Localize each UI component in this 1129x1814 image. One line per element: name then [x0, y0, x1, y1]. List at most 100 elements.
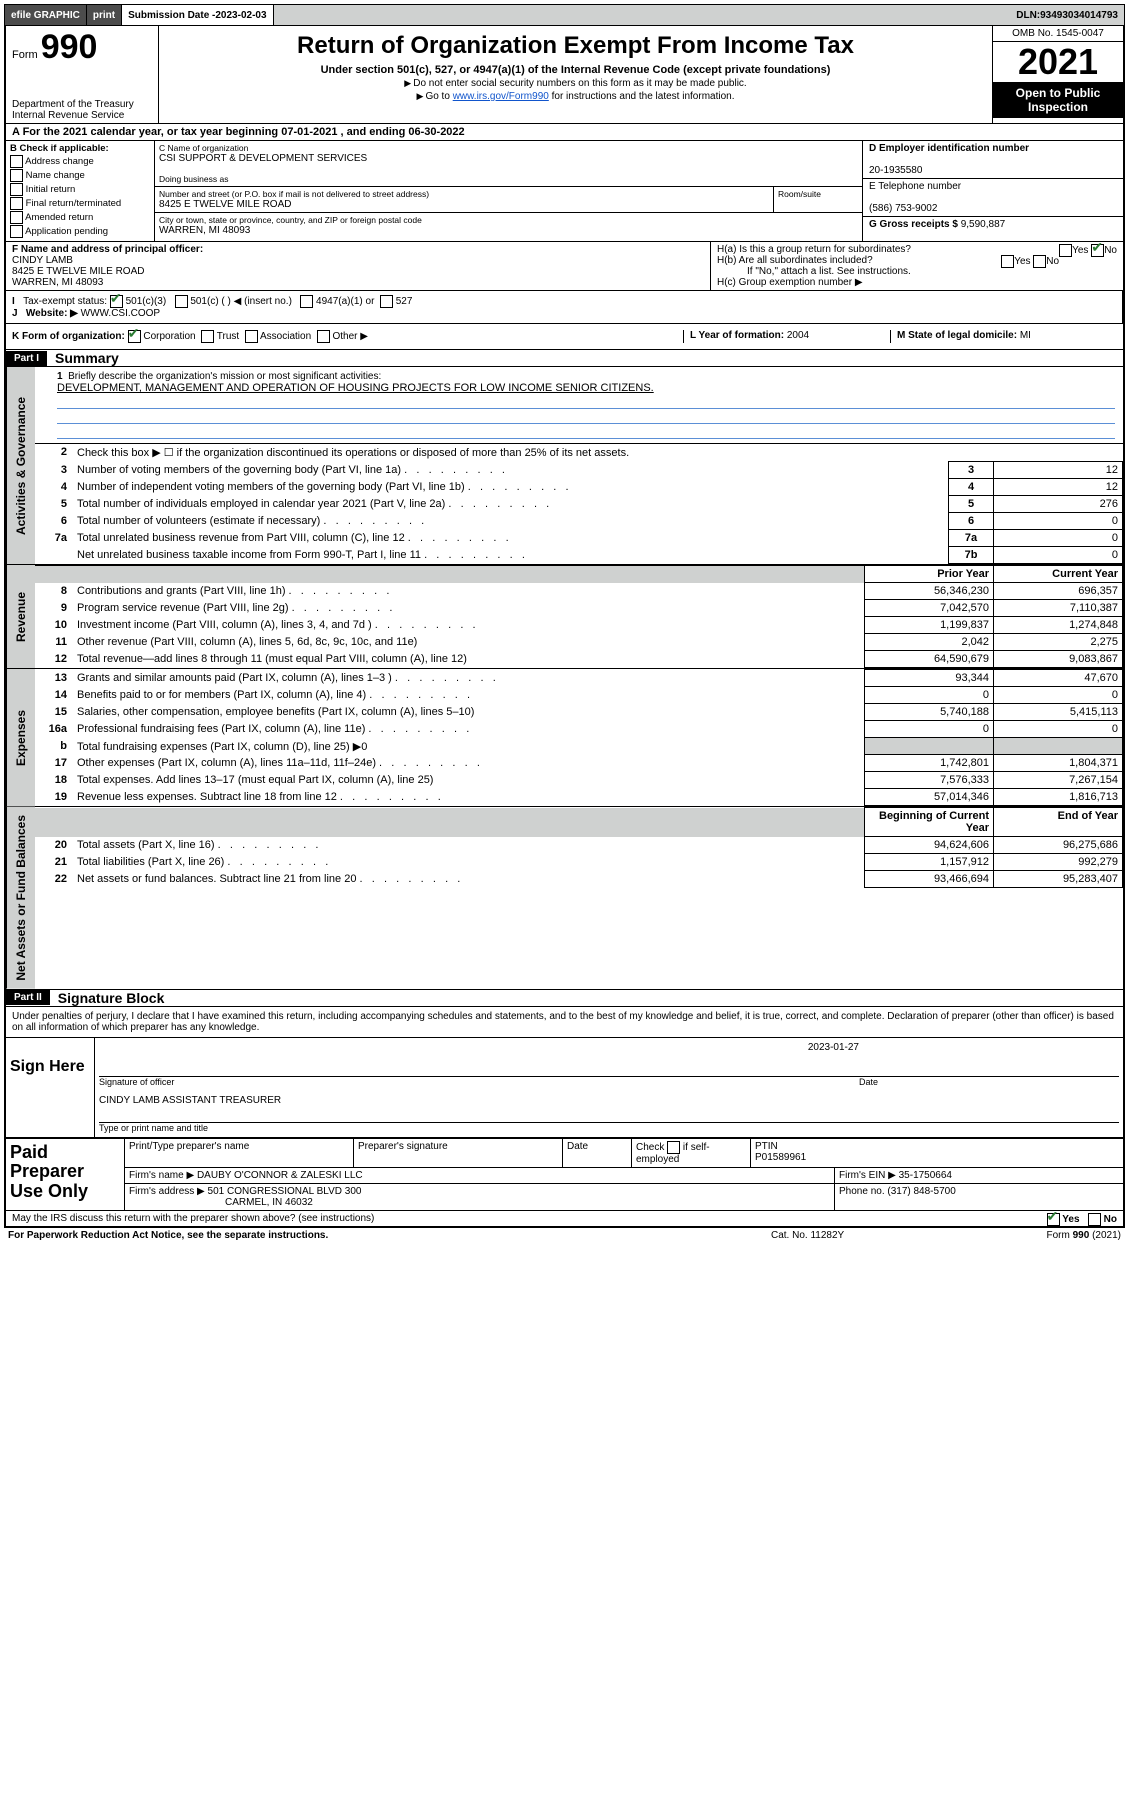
- gov-table: 2Check this box ▶ ☐ if the organization …: [35, 444, 1123, 564]
- paid-preparer-block: Paid Preparer Use Only Print/Type prepar…: [6, 1138, 1123, 1210]
- room-cell: Room/suite: [773, 187, 862, 212]
- firm-addr-cell: Firm's address ▶ 501 CONGRESSIONAL BLVD …: [125, 1184, 835, 1210]
- header-right: OMB No. 1545-0047 2021 Open to Public In…: [992, 26, 1123, 123]
- omb-number: OMB No. 1545-0047: [993, 26, 1123, 42]
- netassets-table: Beginning of Current Year End of Year 20…: [35, 807, 1123, 888]
- cb-amended[interactable]: Amended return: [10, 211, 150, 224]
- cb-corp[interactable]: [128, 330, 141, 343]
- ein-cell: D Employer identification number 20-1935…: [863, 141, 1123, 179]
- expenses-section: Expenses 13Grants and similar amounts pa…: [6, 669, 1123, 807]
- discuss-no[interactable]: [1088, 1213, 1101, 1226]
- firm-ein: 35-1750664: [899, 1170, 952, 1181]
- firm-name: DAUBY O'CONNOR & ZALESKI LLC: [197, 1170, 363, 1181]
- tax-year: 2021: [993, 42, 1123, 82]
- cb-trust[interactable]: [201, 330, 214, 343]
- begin-year-header: Beginning of Current Year: [865, 808, 994, 837]
- self-employed-cell: Check if self-employed: [632, 1139, 751, 1167]
- state-domicile: M State of legal domicile: MI: [890, 330, 1117, 343]
- vtab-netassets: Net Assets or Fund Balances: [6, 807, 35, 989]
- date-label: Date: [859, 1077, 1119, 1087]
- ptin: P01589961: [755, 1152, 806, 1163]
- revenue-table: Prior Year Current Year 8Contributions a…: [35, 565, 1123, 668]
- netassets-section: Net Assets or Fund Balances Beginning of…: [6, 807, 1123, 990]
- firm-ein-cell: Firm's EIN ▶ 35-1750664: [835, 1168, 1123, 1183]
- col-h: H(a) Is this a group return for subordin…: [711, 242, 1123, 290]
- header-left: Form 990 Department of the Treasury Inte…: [6, 26, 159, 123]
- website: WWW.CSI.COOP: [81, 308, 160, 319]
- street: 8425 E TWELVE MILE ROAD: [159, 199, 769, 210]
- penalties-text: Under penalties of perjury, I declare th…: [6, 1007, 1123, 1038]
- part1-header: Part I Summary: [6, 350, 1123, 367]
- firm-phone: (317) 848-5700: [887, 1186, 955, 1197]
- hb-label: H(b) Are all subordinates included?: [717, 255, 873, 266]
- form-990: Form 990 Department of the Treasury Inte…: [4, 26, 1125, 1228]
- form-ref: Form 990 (2021): [971, 1230, 1121, 1241]
- header: Form 990 Department of the Treasury Inte…: [6, 26, 1123, 124]
- part2-badge: Part II: [6, 990, 50, 1005]
- irs-link[interactable]: www.irs.gov/Form990: [453, 91, 549, 102]
- sign-date: 2023-01-27: [99, 1042, 1119, 1060]
- cb-name[interactable]: Name change: [10, 169, 150, 182]
- paid-preparer-label: Paid Preparer Use Only: [6, 1139, 125, 1210]
- tax-period: A For the 2021 calendar year, or tax yea…: [6, 124, 1123, 141]
- part1-title: Summary: [47, 350, 119, 366]
- hb-no[interactable]: [1033, 255, 1046, 268]
- cat-no: Cat. No. 11282Y: [771, 1230, 971, 1241]
- ha-yes[interactable]: [1059, 244, 1072, 257]
- row-i: I Tax-exempt status: 501(c)(3) 501(c) ( …: [6, 291, 1123, 323]
- firm-phone-cell: Phone no. (317) 848-5700: [835, 1184, 1123, 1210]
- firm-addr2: CARMEL, IN 46032: [129, 1197, 313, 1208]
- col-b: B Check if applicable: Address change Na…: [6, 141, 155, 241]
- preparer-name-header: Print/Type preparer's name: [125, 1139, 354, 1167]
- officer-name: CINDY LAMB: [12, 255, 73, 266]
- cb-501c[interactable]: [175, 295, 188, 308]
- current-year-header: Current Year: [994, 566, 1123, 583]
- discuss-yes[interactable]: [1047, 1213, 1060, 1226]
- form-label: Form: [12, 49, 38, 61]
- part1-badge: Part I: [6, 351, 47, 366]
- signer-name: CINDY LAMB ASSISTANT TREASURER: [99, 1095, 1119, 1106]
- pra-notice: For Paperwork Reduction Act Notice, see …: [8, 1230, 771, 1241]
- row-ij: I Tax-exempt status: 501(c)(3) 501(c) ( …: [6, 291, 1123, 324]
- cb-527[interactable]: [380, 295, 393, 308]
- part2-title: Signature Block: [50, 990, 165, 1006]
- form-number: 990: [41, 28, 98, 66]
- cb-initial[interactable]: Initial return: [10, 183, 150, 196]
- street-cell: Number and street (or P.O. box if mail i…: [155, 187, 773, 212]
- cb-4947[interactable]: [300, 295, 313, 308]
- print-button[interactable]: print: [87, 5, 122, 25]
- cb-final[interactable]: Final return/terminated: [10, 197, 150, 210]
- year-formation: L Year of formation: 2004: [683, 330, 890, 343]
- footer: For Paperwork Reduction Act Notice, see …: [4, 1228, 1125, 1243]
- preparer-sig-header: Preparer's signature: [354, 1139, 563, 1167]
- type-name-label: Type or print name and title: [99, 1123, 1119, 1133]
- hc-label: H(c) Group exemption number ▶: [717, 277, 1117, 288]
- gross-receipts: 9,590,887: [961, 219, 1006, 230]
- ha-no[interactable]: [1091, 244, 1104, 257]
- hb-yes[interactable]: [1001, 255, 1014, 268]
- ein: 20-1935580: [869, 165, 922, 176]
- org-name-cell: C Name of organization CSI SUPPORT & DEV…: [155, 141, 862, 186]
- prior-year-header: Prior Year: [865, 566, 994, 583]
- col-f: F Name and address of principal officer:…: [6, 242, 711, 290]
- col-c: C Name of organization CSI SUPPORT & DEV…: [155, 141, 862, 241]
- part2-header: Part II Signature Block: [6, 990, 1123, 1007]
- org-name: CSI SUPPORT & DEVELOPMENT SERVICES: [159, 153, 858, 164]
- phone: (586) 753-9002: [869, 203, 937, 214]
- vtab-governance: Activities & Governance: [6, 367, 35, 564]
- firm-addr1: 501 CONGRESSIONAL BLVD 300: [208, 1186, 362, 1197]
- cb-other[interactable]: [317, 330, 330, 343]
- cb-address[interactable]: Address change: [10, 155, 150, 168]
- preparer-date-header: Date: [563, 1139, 632, 1167]
- cb-501c3[interactable]: [110, 295, 123, 308]
- cb-pending[interactable]: Application pending: [10, 225, 150, 238]
- cb-self-employed[interactable]: [667, 1141, 680, 1154]
- sig-officer-label: Signature of officer: [99, 1077, 859, 1087]
- revenue-section: Revenue Prior Year Current Year 8Contrib…: [6, 565, 1123, 669]
- submission-date: Submission Date - 2023-02-03: [122, 5, 273, 25]
- col-d: D Employer identification number 20-1935…: [862, 141, 1123, 241]
- dln: DLN: 93493034014793: [1010, 5, 1124, 25]
- sign-here-block: Sign Here 2023-01-27 Signature of office…: [6, 1038, 1123, 1138]
- cb-assoc[interactable]: [245, 330, 258, 343]
- city-cell: City or town, state or province, country…: [155, 213, 862, 241]
